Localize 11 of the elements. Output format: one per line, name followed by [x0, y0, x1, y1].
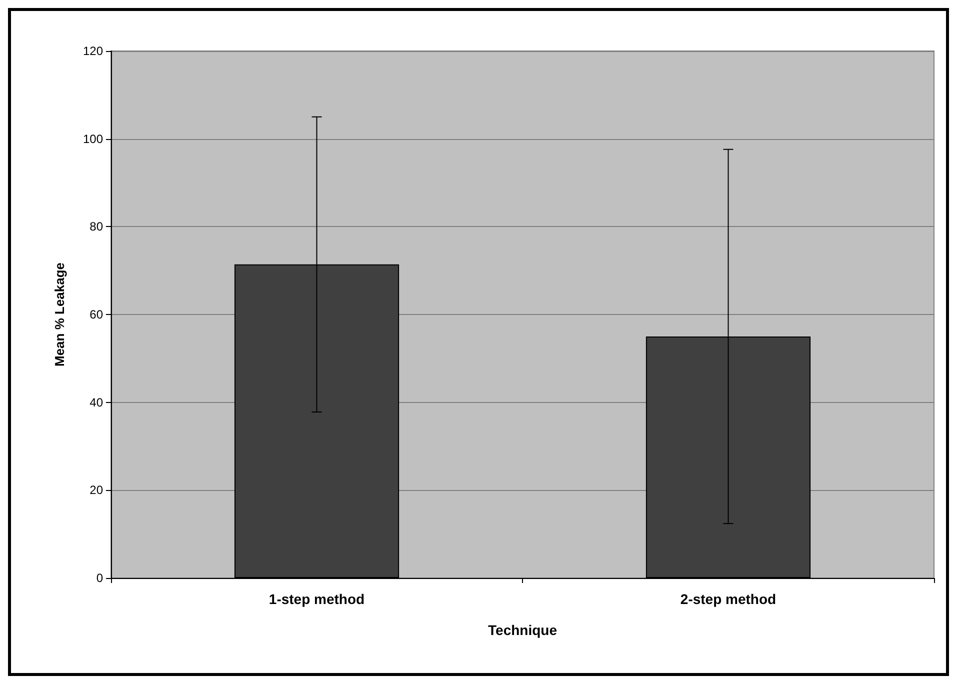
y-tick-label: 40: [90, 395, 104, 410]
y-tick-label: 120: [82, 44, 104, 58]
y-tick-label: 60: [90, 308, 104, 322]
x-axis-title: Technique: [488, 622, 558, 638]
y-tick-label: 0: [96, 571, 104, 585]
x-tick-label: 1-step method: [268, 591, 365, 607]
y-tick-label: 20: [90, 483, 104, 498]
y-tick-label: 80: [90, 220, 104, 234]
x-tick-label: 2-step method: [680, 591, 776, 607]
y-axis-title: Mean % Leakage: [52, 262, 67, 367]
y-tick-label: 100: [82, 132, 104, 146]
